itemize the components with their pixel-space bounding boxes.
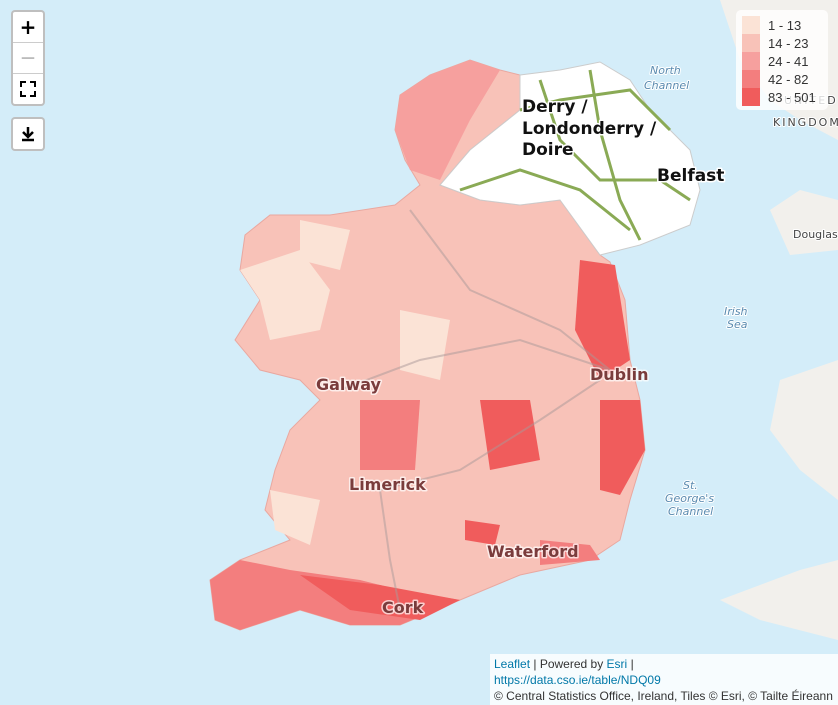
zoom-in[interactable]: + (13, 12, 43, 43)
region (270, 490, 320, 545)
place-label: Belfast (657, 166, 724, 186)
legend-label: 42 - 82 (768, 71, 809, 87)
place-label: Londonderry / (522, 119, 657, 139)
sea-label: Irish (724, 305, 748, 318)
legend-label: 83 - 501 (768, 89, 816, 105)
download-icon (22, 127, 34, 142)
sea-label: Channel (668, 505, 713, 518)
place-label: Waterford (487, 542, 579, 561)
legend-item: 14 - 23 (742, 34, 828, 52)
sea-label: George's (665, 492, 714, 505)
sea-label: Channel (644, 79, 689, 92)
place-label: Dublin (590, 365, 648, 384)
place-label: Limerick (349, 475, 426, 494)
text: | (630, 657, 634, 671)
roads (459, 69, 691, 241)
text: © Central Statistics Office, Ireland, Ti… (494, 689, 833, 703)
place-label: Douglas (793, 228, 838, 241)
region (240, 250, 330, 340)
legend-swatch (742, 34, 760, 52)
legend-swatch (742, 88, 760, 106)
northern-ireland (439, 61, 701, 256)
text: | Powered by (533, 657, 604, 671)
region (395, 60, 500, 180)
region (540, 540, 600, 565)
download-control (11, 117, 45, 151)
zoom-out[interactable]: — (13, 43, 43, 74)
labels: Derry / Londonderry / Doire Belfast Dubl… (315, 63, 838, 619)
legend-label: 24 - 41 (768, 53, 809, 69)
land (770, 360, 838, 500)
region (300, 220, 350, 270)
region (300, 575, 460, 620)
region (360, 400, 420, 470)
legend-label: 14 - 23 (768, 35, 809, 51)
legend-swatch (742, 52, 760, 70)
sea-label: St. (683, 479, 698, 492)
place-label: Derry / (522, 97, 588, 117)
fullscreen[interactable] (13, 74, 43, 104)
link[interactable]: Esri (606, 657, 628, 671)
link[interactable]: https://data.cso.ie/table/NDQ09 (494, 673, 661, 687)
legend: 1 - 13 14 - 23 24 - 41 42 - 82 83 - 501 (736, 10, 828, 110)
land (770, 190, 838, 255)
link[interactable]: Leaflet (494, 657, 531, 671)
legend-item: 83 - 501 (742, 88, 828, 106)
download[interactable] (13, 119, 43, 149)
legend-item: 24 - 41 (742, 52, 828, 70)
region (600, 400, 645, 495)
fullscreen-icon (20, 81, 36, 97)
region (575, 260, 630, 380)
region (480, 400, 540, 470)
land (720, 560, 838, 640)
legend-swatch (742, 16, 760, 34)
place-label: Cork (382, 598, 424, 617)
attribution: Leaflet | Powered by Esri | https://data… (490, 654, 838, 705)
legend-item: 1 - 13 (742, 16, 828, 34)
sea-label: Sea (727, 318, 748, 331)
legend-item: 42 - 82 (742, 70, 828, 88)
region (465, 520, 500, 545)
place-label: Galway (316, 375, 382, 394)
place-label: Doire (522, 140, 574, 160)
legend-label: 1 - 13 (768, 17, 802, 33)
zoom-control: + — (11, 10, 45, 106)
legend-swatch (742, 70, 760, 88)
sea-label: North (650, 64, 681, 77)
roads (339, 209, 611, 611)
country-label: KINGDOM (773, 116, 838, 129)
